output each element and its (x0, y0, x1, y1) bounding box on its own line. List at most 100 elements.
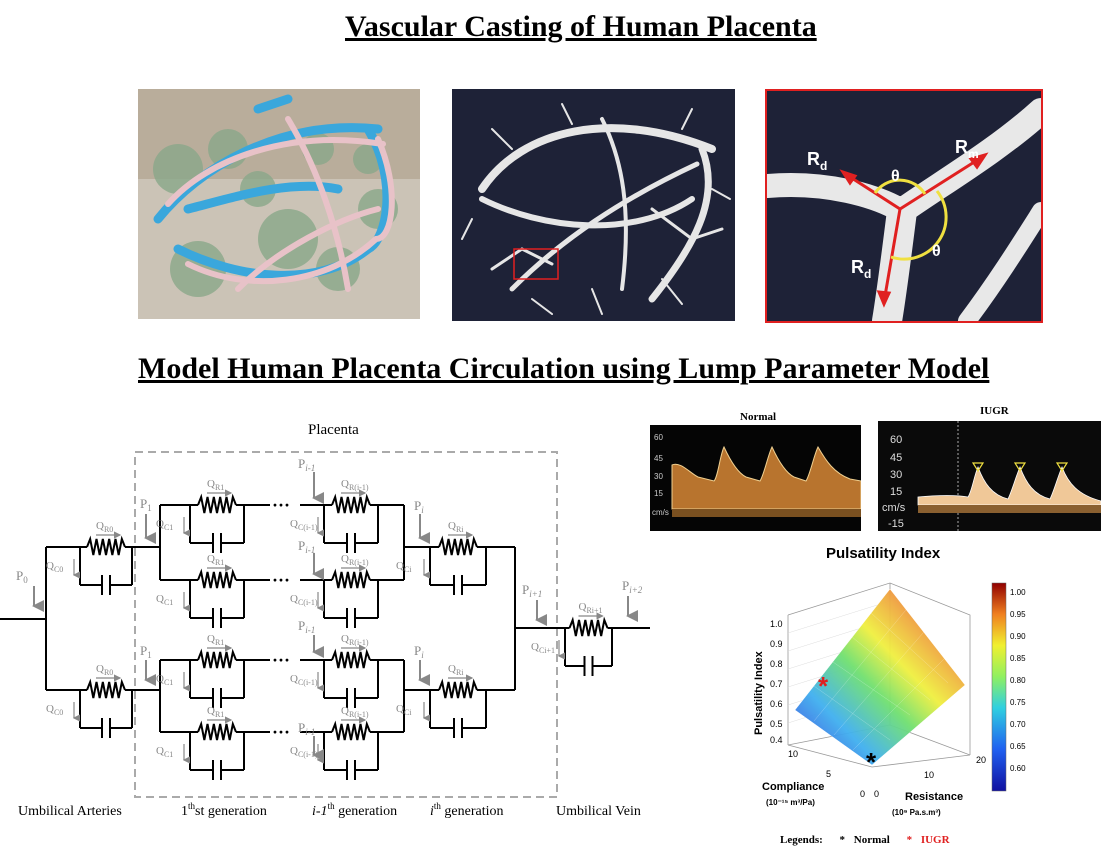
svg-text:0.75: 0.75 (1010, 698, 1026, 707)
svg-text:0.4: 0.4 (770, 735, 783, 745)
q-c-label: QC(i-1) (290, 745, 318, 759)
gen-i1-unit-2: QR(i-1) QC(i-1) (290, 633, 379, 708)
q-r-label: QR0 (96, 663, 113, 677)
gen-i-unit-bottom: QRi QCi (396, 663, 487, 738)
q-r-label: QR1 (207, 705, 224, 719)
gen-i-plus1-unit: QRi+1 QCi+1 (531, 601, 613, 676)
gen-i1-unit-1: QR(i-1) QC(i-1) (290, 553, 379, 628)
r0-unit-top: QR0 QC0 (46, 520, 133, 595)
q-r-label: QR(i-1) (341, 553, 369, 567)
svg-text:0.7: 0.7 (770, 679, 783, 689)
svg-text:0: 0 (874, 789, 879, 799)
q-r-label: QR(i-1) (341, 633, 369, 647)
iugr-doppler-title: IUGR (980, 405, 1009, 417)
svg-text:0.8: 0.8 (770, 659, 783, 669)
q-r-label: QR1 (207, 478, 224, 492)
q-c-label: QC1 (156, 745, 173, 759)
resistance-label: Resistance (905, 791, 963, 803)
q-r-label: QRi (448, 520, 464, 534)
svg-text:0.85: 0.85 (1010, 654, 1026, 663)
pi-plus2-label: Pi+2 (622, 578, 643, 595)
pi-plus1-label: Pi+1 (522, 582, 542, 599)
svg-text:45: 45 (654, 454, 663, 463)
p1-bottom-label: P1 (140, 643, 152, 660)
lumped-circuit-diagram: Placenta QR0 QC0 QR0 QC0 QR1 QC1 QR(i-1) QC(i-1… (0, 410, 650, 855)
svg-text:1.00: 1.00 (1010, 588, 1026, 597)
resistance-unit: (10⁹ Pa.s.m³) (892, 808, 941, 817)
svg-text:0.70: 0.70 (1010, 720, 1026, 729)
ellipsis-0: ··· (272, 495, 290, 515)
q-c-label: QCi (396, 703, 412, 717)
ellipsis-3: ··· (272, 722, 290, 742)
z-axis-label: Pulsatility Index (753, 650, 765, 735)
svg-text:10: 10 (924, 770, 934, 780)
iugr-marker: * (818, 671, 829, 701)
pi-minus1-label-3: Pi-1 (298, 618, 315, 635)
ellipsis-1: ··· (272, 570, 290, 590)
middle-title: Model Human Placenta Circulation using L… (138, 352, 990, 385)
placenta-cast-photo (138, 89, 420, 319)
gen-i1-unit-3: QR(i-1) QC(i-1) (290, 705, 379, 780)
gen1-unit-1: QR1 QC1 (156, 553, 245, 628)
pi-minus1-label-2: Pi-1 (298, 538, 315, 555)
compliance-label: Compliance (762, 781, 824, 793)
umbilical-vein-label: Umbilical Vein (556, 804, 641, 819)
svg-text:-15: -15 (888, 518, 904, 530)
svg-text:30: 30 (890, 469, 902, 481)
svg-text:0.95: 0.95 (1010, 610, 1026, 619)
q-r-label: QR1 (207, 633, 224, 647)
svg-text:1.0: 1.0 (770, 619, 783, 629)
r0-unit-bottom: QR0 QC0 (46, 663, 133, 738)
p0-label: P0 (16, 568, 28, 585)
q-r-label: QR0 (96, 520, 113, 534)
q-r-label: QRi (448, 663, 464, 677)
normal-doppler-title: Normal (740, 411, 777, 423)
rd-top-label: Rd (807, 149, 827, 173)
svg-text:0.6: 0.6 (770, 699, 783, 709)
q-r-label: QR(i-1) (341, 478, 369, 492)
first-gen-label: 1thst generation (181, 801, 267, 819)
svg-text:10: 10 (788, 749, 798, 759)
top-title: Vascular Casting of Human Placenta (345, 10, 817, 43)
colorbar (991, 582, 1007, 792)
gen-i1-unit-0: QR(i-1) QC(i-1) (290, 478, 379, 553)
rm-label: Rm (955, 137, 979, 161)
rd-bottom-label: Rd (851, 257, 871, 281)
normal-doppler-image: 60 45 30 15 cm/s (650, 425, 861, 531)
branch-zoom-image: Rd Rm Rd θ θ (765, 89, 1043, 323)
svg-text:0.9: 0.9 (770, 639, 783, 649)
gen1-unit-3: QR1 QC1 (156, 705, 245, 780)
pulsatility-surface-plot: * * 1.0 0.9 0.8 0.7 0.6 0.5 0.4 Pulsatil… (740, 575, 1100, 837)
svg-text:20: 20 (976, 755, 986, 765)
pi-bottom-label: Pi (414, 643, 424, 660)
iugr-doppler-image: 60 45 30 15 cm/s -15 (878, 421, 1101, 531)
q-r-label: QR1 (207, 553, 224, 567)
pi-minus1-label-1: Pi-1 (298, 456, 315, 473)
gen-i-unit-top: QRi QCi (396, 520, 487, 595)
svg-text:0.80: 0.80 (1010, 676, 1026, 685)
svg-text:60: 60 (654, 433, 663, 442)
svg-text:45: 45 (890, 452, 902, 464)
placenta-label: Placenta (308, 422, 359, 438)
q-r-label: QR(i-1) (341, 705, 369, 719)
svg-text:15: 15 (654, 489, 663, 498)
q-c-label: QC1 (156, 673, 173, 687)
svg-text:5: 5 (826, 769, 831, 779)
q-c-label: QC(i-1) (290, 593, 318, 607)
svg-text:0: 0 (860, 789, 865, 799)
compliance-unit: (10⁻¹⁵ m³/Pa) (766, 798, 815, 807)
svg-text:60: 60 (890, 434, 902, 446)
ellipsis-2: ··· (272, 650, 290, 670)
legend: Legends: * Normal * IUGR (780, 834, 950, 846)
q-c-label: QCi (396, 560, 412, 574)
q-c-label: QC(i-1) (290, 518, 318, 532)
svg-text:cm/s: cm/s (882, 502, 906, 514)
svg-text:0.5: 0.5 (770, 719, 783, 729)
i1-gen-label: i-1th generation (312, 801, 397, 819)
pi-plot-title: Pulsatility Index (826, 545, 941, 562)
svg-text:30: 30 (654, 472, 663, 481)
q-c-label: QCi+1 (531, 641, 555, 655)
theta-top-label: θ (891, 168, 900, 185)
umbilical-arteries-label: Umbilical Arteries (18, 804, 122, 819)
q-c-label: QC(i-1) (290, 673, 318, 687)
